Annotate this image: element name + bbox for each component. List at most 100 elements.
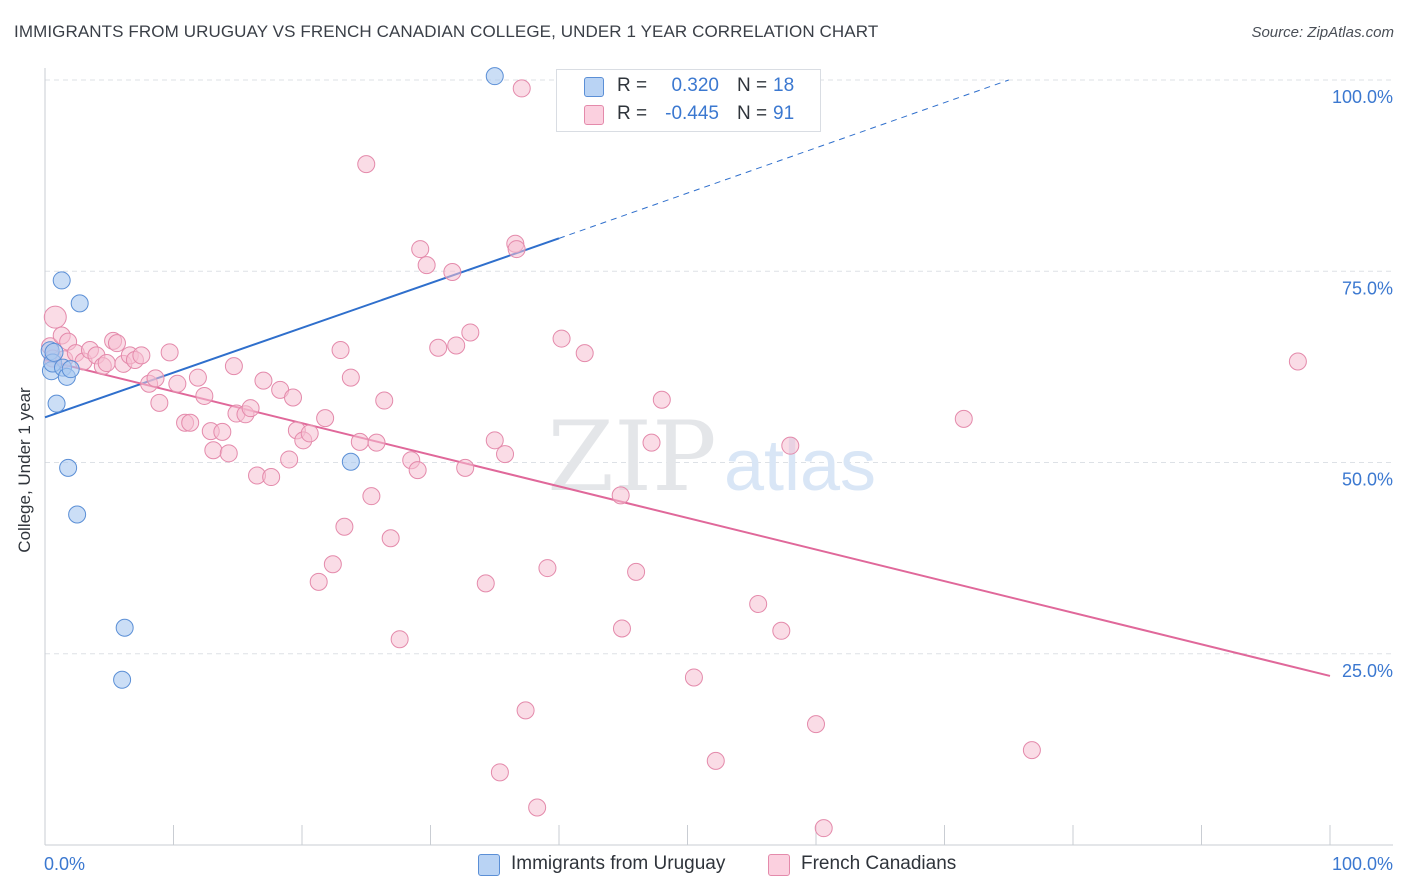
point-french-canadians	[706, 751, 725, 770]
point-french-canadians	[490, 763, 509, 782]
y-tick-label: 100.0%	[1332, 87, 1393, 107]
point-french-canadians	[300, 424, 319, 443]
point-french-canadians	[429, 338, 448, 357]
point-uruguay	[115, 618, 134, 637]
watermark-atlas: atlas	[724, 426, 876, 506]
axes	[44, 68, 1393, 846]
point-french-canadians	[331, 341, 350, 360]
point-uruguay	[47, 394, 66, 413]
n-value: 91	[773, 103, 795, 124]
point-french-canadians	[538, 559, 557, 578]
point-french-canadians	[160, 343, 179, 362]
r-value: -0.445	[665, 103, 719, 124]
r-label: R =	[617, 75, 648, 96]
legend-row-uruguay: R = 0.320 N = 18	[557, 73, 820, 99]
point-french-canadians	[512, 79, 531, 98]
legend-swatch-pink	[768, 854, 790, 876]
n-value: 18	[773, 75, 795, 96]
y-tick-label: 25.0%	[1342, 661, 1393, 681]
series-legend: Immigrants from Uruguay French Canadians	[0, 852, 1406, 878]
point-french-canadians	[350, 432, 369, 451]
point-french-canadians	[749, 595, 768, 614]
grid-lines	[45, 79, 1393, 655]
point-french-canadians	[456, 458, 475, 477]
source-label: Source: ZipAtlas.com	[1251, 24, 1394, 41]
point-french-canadians	[367, 433, 386, 452]
legend-swatch-pink	[584, 105, 604, 125]
point-french-canadians	[213, 422, 232, 441]
data-points	[40, 67, 1307, 838]
point-french-canadians	[781, 436, 800, 455]
point-french-canadians	[461, 323, 480, 342]
point-french-canadians	[1022, 741, 1041, 760]
point-french-canadians	[642, 433, 661, 452]
point-french-canadians	[627, 562, 646, 581]
point-french-canadians	[381, 529, 400, 548]
point-french-canadians	[390, 630, 409, 649]
point-french-canadians	[219, 444, 238, 463]
point-french-canadians	[280, 450, 299, 469]
point-french-canadians	[447, 336, 466, 355]
x-tick-label: 100.0%	[1332, 854, 1393, 874]
point-french-canadians	[611, 486, 630, 505]
point-french-canadians	[43, 305, 67, 329]
legend-label: French Canadians	[801, 853, 957, 874]
point-french-canadians	[254, 371, 273, 390]
legend-row-french-canadians: R = -0.445 N = 91	[557, 101, 820, 127]
point-uruguay	[485, 67, 504, 86]
point-uruguay	[70, 294, 89, 313]
point-french-canadians	[168, 374, 187, 393]
point-french-canadians	[362, 487, 381, 506]
watermark-zip: ZIP	[547, 401, 716, 513]
point-french-canadians	[496, 445, 515, 464]
legend-swatch-blue	[584, 77, 604, 97]
r-label: R =	[617, 103, 648, 124]
point-french-canadians	[814, 819, 833, 838]
point-uruguay	[113, 670, 132, 689]
point-french-canadians	[485, 431, 504, 450]
point-french-canadians	[443, 263, 462, 282]
n-label: N =	[737, 75, 768, 96]
point-french-canadians	[204, 441, 223, 460]
legend-label: Immigrants from Uruguay	[511, 853, 726, 874]
point-french-canadians	[652, 390, 671, 409]
point-french-canadians	[335, 517, 354, 536]
point-uruguay	[68, 505, 87, 524]
legend-swatch-blue	[478, 854, 500, 876]
point-french-canadians	[954, 409, 973, 428]
point-french-canadians	[1288, 352, 1307, 371]
point-french-canadians	[309, 572, 328, 591]
y-axis-label: College, Under 1 year	[15, 387, 34, 553]
y-tick-label: 75.0%	[1342, 278, 1393, 298]
point-uruguay	[59, 458, 78, 477]
point-french-canadians	[188, 368, 207, 387]
n-label: N =	[737, 103, 768, 124]
point-french-canadians	[411, 240, 430, 259]
point-uruguay	[44, 342, 64, 362]
point-french-canadians	[195, 386, 214, 405]
point-french-canadians	[575, 344, 594, 363]
point-uruguay	[61, 360, 80, 379]
point-french-canadians	[316, 409, 335, 428]
r-value: 0.320	[671, 75, 719, 96]
point-french-canadians	[284, 388, 303, 407]
point-uruguay	[52, 271, 71, 290]
point-french-canadians	[375, 391, 394, 410]
point-french-canadians	[357, 155, 376, 174]
tick-labels: 25.0% 50.0% 75.0% 100.0% 0.0% 100.0%	[44, 87, 1393, 874]
point-french-canadians	[772, 621, 791, 640]
point-french-canadians	[146, 369, 165, 388]
point-french-canadians	[341, 368, 360, 387]
trend-line-uruguay	[44, 237, 560, 419]
point-french-canadians	[516, 701, 535, 720]
trend-line-uruguay-extension	[558, 79, 1009, 239]
trend-lines	[44, 79, 1331, 677]
y-axis-title: College, Under 1 year	[10, 360, 40, 580]
point-french-canadians	[224, 357, 243, 376]
watermark: ZIP atlas	[547, 401, 876, 513]
point-french-canadians	[107, 334, 126, 353]
point-french-canadians	[507, 240, 526, 259]
point-uruguay	[341, 452, 360, 471]
trend-line-french-canadians	[44, 359, 1331, 677]
